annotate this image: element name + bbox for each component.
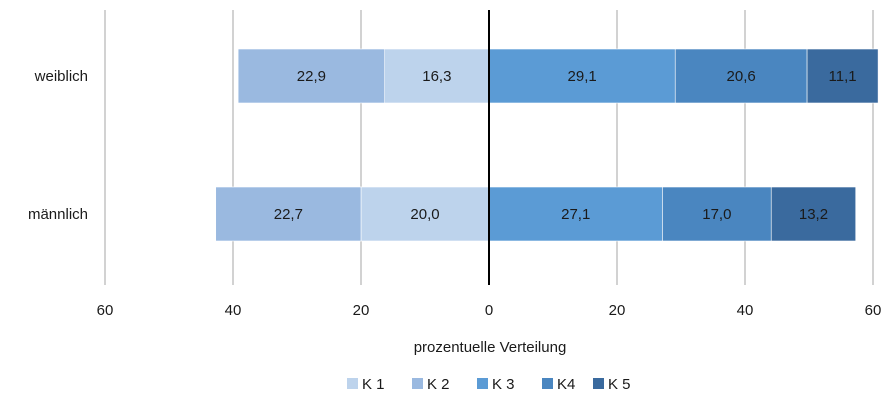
data-label: 27,1 xyxy=(561,206,590,223)
data-label: 11,1 xyxy=(829,68,857,85)
x-tick-label: 40 xyxy=(737,302,754,319)
data-label: 20,6 xyxy=(727,68,756,85)
legend-label: K 5 xyxy=(608,376,631,393)
category-label: männlich xyxy=(28,206,88,223)
x-tick-label: 0 xyxy=(485,302,493,319)
legend-swatch xyxy=(593,378,604,389)
data-label: 17,0 xyxy=(702,206,731,223)
legend-label: K4 xyxy=(557,376,575,393)
x-tick-label: 60 xyxy=(865,302,882,319)
data-label: 16,3 xyxy=(422,68,451,85)
data-label: 20,0 xyxy=(410,206,439,223)
legend-label: K 1 xyxy=(362,376,385,393)
x-tick-label: 60 xyxy=(97,302,114,319)
x-tick-label: 20 xyxy=(609,302,626,319)
category-label: weiblich xyxy=(34,68,88,85)
legend-swatch xyxy=(542,378,553,389)
data-label: 22,9 xyxy=(297,68,326,85)
x-tick-label: 40 xyxy=(225,302,242,319)
legend-swatch xyxy=(347,378,358,389)
legend-swatch xyxy=(477,378,488,389)
legend-label: K 2 xyxy=(427,376,450,393)
data-label: 22,7 xyxy=(274,206,303,223)
legend: K 1 K 2 K 3 K4 K 5 xyxy=(347,376,631,393)
data-label: 29,1 xyxy=(568,68,597,85)
data-label: 13,2 xyxy=(799,206,828,223)
x-axis-title: prozentuelle Verteilung xyxy=(414,339,567,356)
legend-label: K 3 xyxy=(492,376,515,393)
legend-swatch xyxy=(412,378,423,389)
x-tick-label: 20 xyxy=(353,302,370,319)
